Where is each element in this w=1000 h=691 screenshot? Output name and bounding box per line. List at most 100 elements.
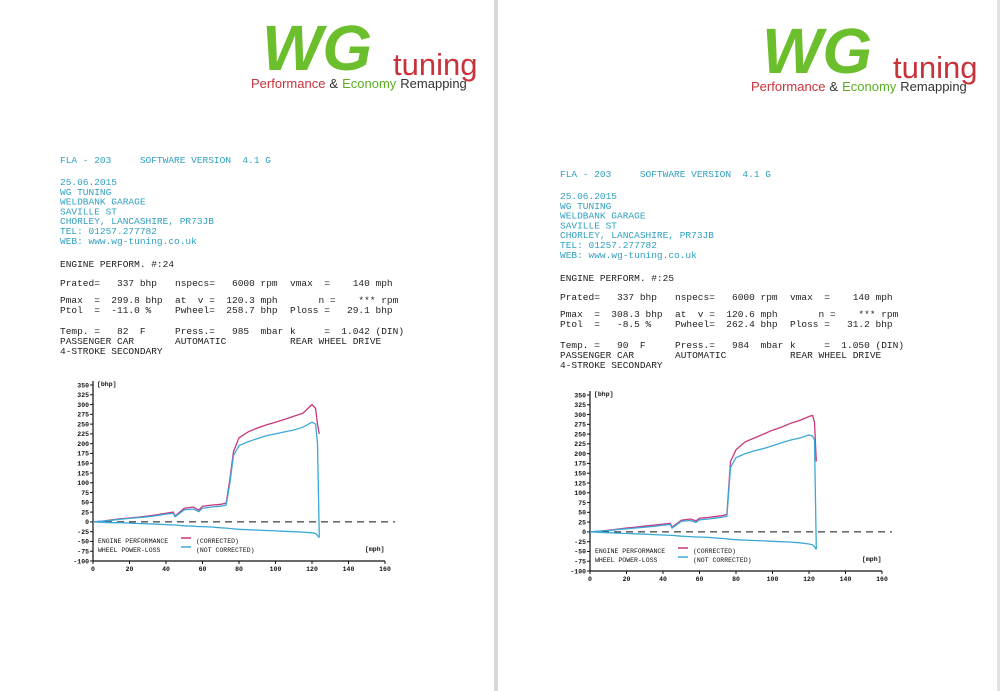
tagline-word: Remapping [400, 76, 467, 91]
address-line: WEB: www.wg-tuning.co.uk [560, 250, 697, 261]
logo-tuning: tuning [893, 50, 977, 85]
legend-name: (NOT CORRECTED) [693, 557, 752, 564]
x-tick-label: 0 [588, 576, 592, 583]
legend-label: WHEEL POWER-LOSS [98, 547, 161, 554]
result-cell: Press.= 985 mbar [175, 326, 283, 337]
x-tick-label: 80 [732, 576, 740, 583]
tagline-word: & [829, 79, 838, 94]
tagline-word: Performance [251, 76, 325, 91]
page-edge [997, 0, 1000, 691]
power-curve [589, 531, 817, 550]
logo-wg: WG [762, 15, 872, 87]
result-cell: n = *** rpm [790, 309, 899, 320]
x-tick-label: 20 [623, 576, 631, 583]
y-tick-label: 50 [81, 500, 89, 507]
address-line: SAVILLE ST [60, 206, 117, 217]
result-cell: at v = 120.3 mph [175, 295, 278, 306]
logo-tuning: tuning [393, 47, 477, 82]
x-tick-label: 60 [199, 566, 207, 573]
address-line: 25.06.2015 [60, 177, 117, 188]
y-tick-label: -75 [574, 559, 586, 566]
address-line: WELDBANK GARAGE [60, 197, 146, 208]
result-cell: Ploss = 31.2 bhp [790, 319, 893, 330]
y-tick-label: 100 [574, 490, 586, 497]
result-cell: 4-STROKE SECONDARY [560, 360, 663, 371]
software-line: FLA - 203 SOFTWARE VERSION 4.1 G [60, 155, 271, 166]
y-tick-label: -50 [77, 539, 89, 546]
y-tick-label: -100 [73, 558, 89, 565]
y-tick-label: 300 [574, 412, 586, 419]
x-tick-label: 120 [803, 576, 815, 583]
y-tick-label: 200 [77, 441, 89, 448]
result-cell: k = 1.050 (DIN) [790, 340, 904, 351]
logo-tagline: Performance & Economy Remapping [751, 79, 967, 94]
address-line: TEL: 01257.277782 [60, 226, 157, 237]
y-tick-label: 175 [574, 461, 586, 468]
legend-label: ENGINE PERFORMANCE [98, 538, 168, 545]
y-tick-label: 325 [574, 402, 586, 409]
y-tick-label: 275 [574, 422, 586, 429]
x-tick-label: 60 [696, 576, 704, 583]
power-curve [92, 421, 320, 538]
result-cell: Pmax = 299.8 bhp [60, 295, 163, 306]
result-cell: Temp. = 90 F [560, 340, 646, 351]
test-number: ENGINE PERFORM. #:24 [60, 259, 174, 270]
address-line: SAVILLE ST [560, 220, 617, 231]
page-divider [494, 0, 498, 691]
result-cell: vmax = 140 mph [790, 292, 893, 303]
tagline-word: Economy [842, 79, 897, 94]
result-cell: Prated= 337 bhp [60, 278, 157, 289]
tagline-word: Economy [342, 76, 397, 91]
result-cell: AUTOMATIC [675, 350, 727, 361]
test-number: ENGINE PERFORM. #:25 [560, 273, 674, 284]
x-axis-label: [mph] [862, 556, 882, 563]
address-line: WELDBANK GARAGE [560, 211, 646, 222]
x-tick-label: 0 [91, 566, 95, 573]
software-line: FLA - 203 SOFTWARE VERSION 4.1 G [560, 169, 771, 180]
y-tick-label: 350 [77, 382, 89, 389]
legend-name: (CORRECTED) [693, 548, 736, 555]
x-tick-label: 40 [162, 566, 170, 573]
address-line: WG TUNING [60, 187, 112, 198]
result-cell: Press.= 984 mbar [675, 340, 783, 351]
y-tick-label: 75 [578, 500, 586, 507]
result-cell: Pwheel= 262.4 bhp [675, 319, 778, 330]
power-curve [589, 414, 817, 533]
logo-wg: WG [262, 12, 372, 84]
tagline-word: Performance [751, 79, 825, 94]
legend-name: (CORRECTED) [196, 538, 239, 545]
result-cell: n = *** rpm [290, 295, 399, 306]
result-cell: 4-STROKE SECONDARY [60, 346, 163, 357]
x-tick-label: 100 [270, 566, 282, 573]
y-tick-label: 25 [81, 509, 89, 516]
y-tick-label: 75 [81, 490, 89, 497]
x-axis-label: [mph] [365, 546, 385, 553]
y-tick-label: 350 [574, 392, 586, 399]
address-line: WEB: www.wg-tuning.co.uk [60, 236, 197, 247]
result-cell: vmax = 140 mph [290, 278, 393, 289]
x-tick-label: 140 [840, 576, 852, 583]
y-tick-label: 0 [85, 519, 89, 526]
x-tick-label: 100 [767, 576, 779, 583]
result-cell: PASSENGER CAR [560, 350, 634, 361]
x-tick-label: 40 [659, 576, 667, 583]
x-tick-label: 160 [379, 566, 391, 573]
result-cell: Prated= 337 bhp [560, 292, 657, 303]
tagline-word: & [329, 76, 338, 91]
tagline-word: Remapping [900, 79, 967, 94]
y-tick-label: -25 [77, 529, 89, 536]
legend-label: ENGINE PERFORMANCE [595, 548, 665, 555]
x-tick-label: 80 [235, 566, 243, 573]
y-tick-label: 125 [574, 480, 586, 487]
y-tick-label: 275 [77, 412, 89, 419]
y-axis-label: [bhp] [97, 381, 117, 388]
y-tick-label: 175 [77, 451, 89, 458]
result-cell: AUTOMATIC [175, 336, 227, 347]
power-curve [589, 434, 817, 550]
y-tick-label: 325 [77, 392, 89, 399]
x-tick-label: 140 [343, 566, 355, 573]
y-tick-label: 150 [574, 471, 586, 478]
y-tick-label: 0 [582, 529, 586, 536]
